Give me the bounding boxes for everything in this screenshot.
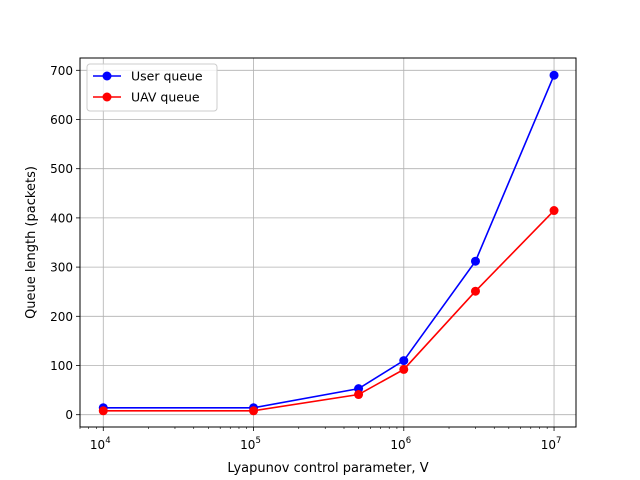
data-point-series-1 <box>549 70 559 80</box>
y-tick-label: 0 <box>65 408 73 422</box>
x-tick-label: 106 <box>390 436 411 452</box>
grid <box>80 58 576 427</box>
y-axis-label: Queue length (packets) <box>24 166 39 319</box>
series-layer <box>98 70 559 416</box>
y-axis: 0 100 200 300 400 500 600 700 <box>50 64 80 422</box>
legend-swatch-marker <box>102 92 112 102</box>
legend: User queue UAV queue <box>86 63 218 112</box>
data-point-series-1 <box>399 356 409 366</box>
x-tick-label: 105 <box>240 436 261 452</box>
y-tick-label: 700 <box>50 64 73 78</box>
series-line-1 <box>103 74 555 409</box>
series-line-2 <box>103 209 555 412</box>
plot-frame <box>79 57 577 428</box>
y-tick-label: 500 <box>50 162 73 176</box>
y-tick-label: 300 <box>50 261 73 275</box>
legend-swatch-marker <box>102 71 112 81</box>
y-tick-label: 400 <box>50 211 73 225</box>
data-point-series-1 <box>470 256 480 266</box>
data-point-series-2 <box>98 406 108 416</box>
y-tick-label: 100 <box>50 359 73 373</box>
legend-label: User queue <box>131 69 203 84</box>
data-point-series-2 <box>549 206 559 216</box>
legend-label: UAV queue <box>131 90 200 105</box>
data-point-series-2 <box>470 286 480 296</box>
data-point-series-2 <box>354 390 364 400</box>
x-axis: 104 105 106 107 <box>79 427 562 452</box>
x-axis-label: Lyapunov control parameter, V <box>227 461 428 476</box>
x-tick-label: 107 <box>541 436 562 452</box>
y-tick-label: 600 <box>50 113 73 127</box>
data-point-series-2 <box>249 406 259 416</box>
y-tick-label: 200 <box>50 310 73 324</box>
data-point-series-2 <box>399 364 409 374</box>
x-tick-label: 104 <box>90 436 111 452</box>
